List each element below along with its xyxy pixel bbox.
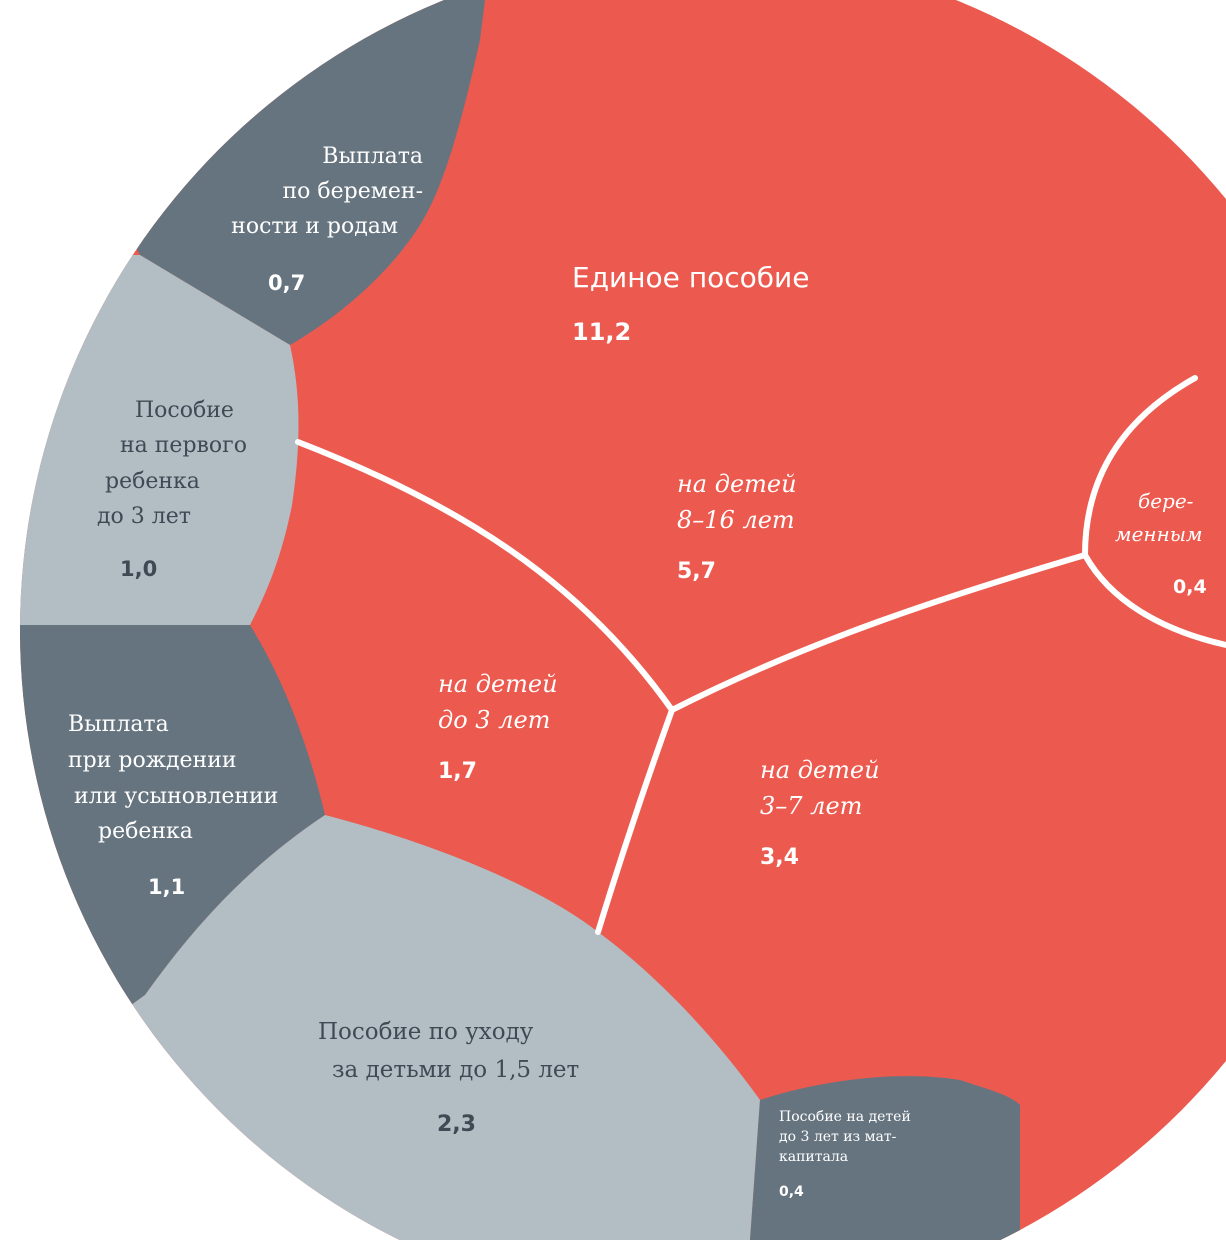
label-rozhd-line4: ребенка — [98, 819, 193, 844]
divider-8-16-vs-3-7 — [669, 552, 1088, 713]
divider-beremennym — [1082, 375, 1226, 648]
label-mat-line2: до 3 лет из мат- — [779, 1129, 897, 1145]
label-uhod-line2: за детьми до 1,5 лет — [332, 1057, 579, 1083]
label-beremennym-line1: бере- — [1138, 489, 1194, 513]
value-pervogo: 1,0 — [120, 557, 157, 581]
value-beremennym: 0,4 — [1173, 576, 1207, 598]
label-mat-line3: капитала — [779, 1149, 848, 1165]
value-vyplata-bir: 0,7 — [268, 271, 305, 295]
label-pervogo-line4: до 3 лет — [97, 504, 191, 529]
value-rozhd: 1,1 — [148, 875, 185, 899]
label-0-3-line1: на детей — [438, 670, 558, 698]
label-rozhd-line1: Выплата — [68, 712, 169, 737]
label-uhod-line1: Пособие по уходу — [318, 1019, 534, 1045]
divider-0-3-vs-8-16 — [295, 439, 675, 713]
value-mat: 0,4 — [779, 1184, 804, 1200]
value-0-3: 1,7 — [438, 759, 477, 784]
value-uhod: 2,3 — [437, 1112, 476, 1137]
value-3-7: 3,4 — [760, 845, 799, 870]
value-8-16: 5,7 — [677, 559, 716, 584]
label-0-3-line2: до 3 лет — [438, 706, 550, 734]
label-3-7-line1: на детей — [760, 756, 880, 784]
label-vyplata-bir-line3: ности и родам — [231, 214, 398, 239]
cell-posobie-iz-matkapitala[interactable] — [750, 1076, 1020, 1240]
label-vyplata-bir-line2: по беремен- — [283, 179, 424, 204]
label-beremennym-line2: менным — [1115, 522, 1203, 546]
label-8-16-line2: 8–16 лет — [677, 506, 795, 534]
divider-0-3-vs-3-7 — [595, 707, 675, 935]
label-edinoe-title: Единое пособие — [572, 261, 809, 294]
label-8-16-line1: на детей — [677, 470, 797, 498]
label-rozhd-line2: при рождении — [68, 748, 237, 773]
label-pervogo-line3: ребенка — [105, 469, 200, 494]
label-mat-line1: Пособие на детей — [779, 1109, 911, 1125]
value-edinoe: 11,2 — [572, 318, 631, 346]
label-vyplata-bir-line1: Выплата — [322, 144, 423, 169]
label-pervogo-line1: Пособие — [135, 398, 234, 423]
label-3-7-line2: 3–7 лет — [760, 792, 862, 820]
label-rozhd-line3: или усыновлении — [74, 784, 278, 809]
label-pervogo-line2: на первого — [120, 433, 247, 458]
